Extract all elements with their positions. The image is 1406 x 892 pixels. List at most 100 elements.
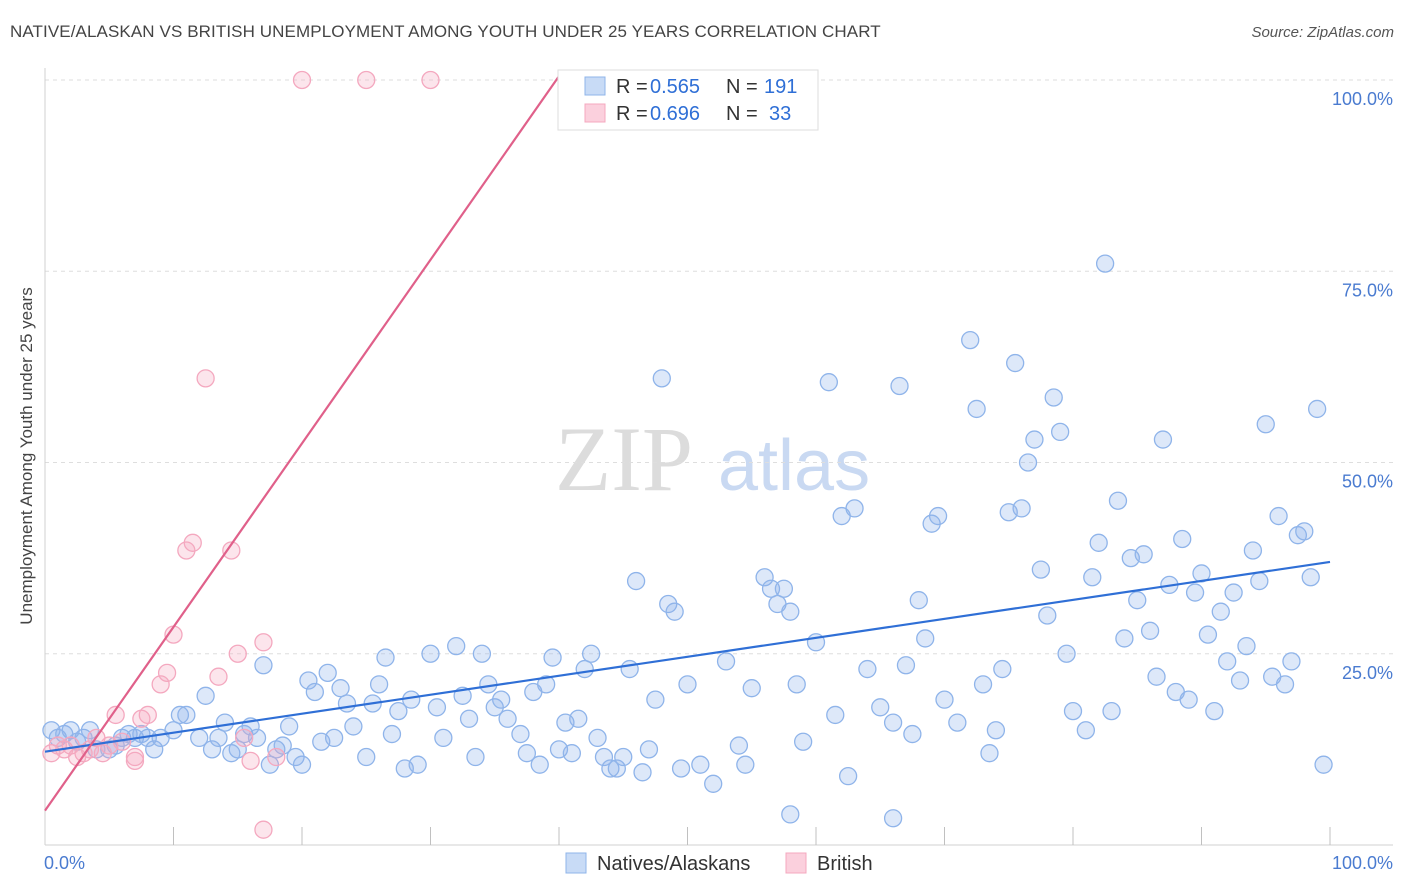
y-tick-label-3: 25.0% — [1342, 663, 1393, 683]
point-0-57 — [447, 636, 466, 656]
chart-title: NATIVE/ALASKAN VS BRITISH UNEMPLOYMENT A… — [10, 22, 881, 41]
point-0-71 — [543, 648, 562, 667]
stats-swatch-natives — [584, 76, 606, 96]
point-0-179 — [781, 805, 800, 824]
point-1-16 — [157, 663, 177, 683]
point-0-131 — [1006, 353, 1025, 373]
point-0-97 — [736, 755, 755, 774]
point-0-82 — [614, 747, 633, 767]
stats-r-label-british: R = — [616, 103, 648, 125]
stats-n-label-british: N = — [726, 103, 758, 125]
watermark-atlas: atlas — [718, 426, 870, 506]
x-tick-label-left: 0.0% — [44, 853, 85, 873]
legend-label-british: British — [817, 853, 873, 875]
point-0-15 — [145, 740, 164, 759]
point-0-88 — [652, 369, 671, 388]
point-0-53 — [408, 755, 427, 774]
point-0-50 — [389, 701, 408, 721]
point-0-167 — [1243, 541, 1263, 560]
point-0-47 — [369, 675, 389, 694]
point-0-48 — [376, 648, 395, 667]
point-0-153 — [1153, 430, 1173, 449]
point-1-32 — [125, 751, 145, 770]
point-0-84 — [626, 571, 646, 591]
point-0-129 — [993, 659, 1012, 679]
point-1-10 — [106, 705, 125, 725]
point-0-112 — [858, 659, 877, 679]
point-0-74 — [562, 744, 581, 763]
point-0-69 — [530, 755, 549, 774]
point-0-104 — [787, 675, 806, 694]
point-1-24 — [235, 728, 254, 748]
point-0-133 — [1018, 453, 1038, 472]
point-0-175 — [1295, 522, 1314, 541]
point-0-43 — [337, 694, 357, 713]
point-0-114 — [883, 713, 903, 732]
point-0-171 — [1269, 506, 1288, 526]
point-0-108 — [826, 705, 845, 725]
point-1-26 — [254, 633, 273, 652]
point-0-76 — [575, 659, 594, 679]
point-0-21 — [196, 686, 215, 705]
point-1-27 — [254, 820, 273, 839]
point-0-103 — [781, 602, 800, 621]
y-tick-label-0: 100.0% — [1332, 89, 1393, 109]
point-0-126 — [973, 675, 993, 694]
y-tick-label-1: 75.0% — [1342, 280, 1393, 300]
point-1-30 — [357, 70, 376, 90]
point-0-67 — [517, 744, 537, 763]
point-0-117 — [903, 724, 922, 744]
point-0-139 — [1057, 644, 1076, 663]
point-1-23 — [228, 644, 247, 663]
point-0-164 — [1224, 583, 1243, 602]
point-0-158 — [1185, 583, 1205, 602]
point-0-121 — [928, 506, 948, 526]
point-1-15 — [151, 675, 170, 694]
point-0-96 — [729, 736, 749, 755]
point-0-143 — [1089, 533, 1108, 552]
point-0-151 — [1140, 621, 1160, 640]
point-0-44 — [344, 717, 363, 736]
point-0-166 — [1237, 636, 1256, 656]
stats-n-british: 33 — [769, 103, 791, 125]
point-0-119 — [916, 629, 935, 648]
point-0-142 — [1083, 568, 1102, 587]
point-0-162 — [1211, 602, 1230, 621]
point-0-102 — [774, 579, 794, 598]
point-0-177 — [1308, 399, 1327, 419]
point-0-56 — [434, 728, 453, 748]
point-0-160 — [1198, 625, 1218, 644]
stats-r-british: 0.696 — [650, 103, 700, 125]
y-axis-label: Unemployment Among Youth under 25 years — [17, 287, 36, 624]
point-0-136 — [1038, 606, 1057, 625]
legend-swatch-natives — [565, 852, 587, 874]
point-0-18 — [170, 705, 190, 725]
point-0-156 — [1173, 529, 1192, 549]
point-0-180 — [883, 809, 903, 828]
point-0-61 — [472, 644, 492, 663]
point-0-24 — [215, 713, 235, 732]
point-0-60 — [466, 747, 485, 767]
point-0-36 — [292, 755, 312, 774]
point-0-42 — [331, 679, 350, 698]
point-0-146 — [1108, 491, 1128, 510]
point-0-91 — [671, 759, 691, 778]
point-0-100 — [761, 579, 781, 598]
point-0-64 — [492, 690, 511, 709]
point-1-28 — [267, 747, 286, 767]
point-0-149 — [1128, 591, 1147, 610]
point-1-19 — [183, 533, 202, 552]
point-0-83 — [620, 659, 639, 679]
point-0-66 — [511, 724, 530, 744]
point-0-163 — [1218, 652, 1237, 671]
point-0-144 — [1095, 254, 1115, 273]
point-0-116 — [896, 656, 916, 675]
point-0-176 — [1301, 568, 1320, 587]
point-0-40 — [318, 663, 337, 683]
trend-line-1 — [44, 75, 560, 812]
point-0-99 — [755, 568, 774, 587]
point-0-111 — [845, 499, 864, 518]
stats-n-label-natives: N = — [726, 76, 758, 98]
point-0-98 — [742, 679, 761, 698]
